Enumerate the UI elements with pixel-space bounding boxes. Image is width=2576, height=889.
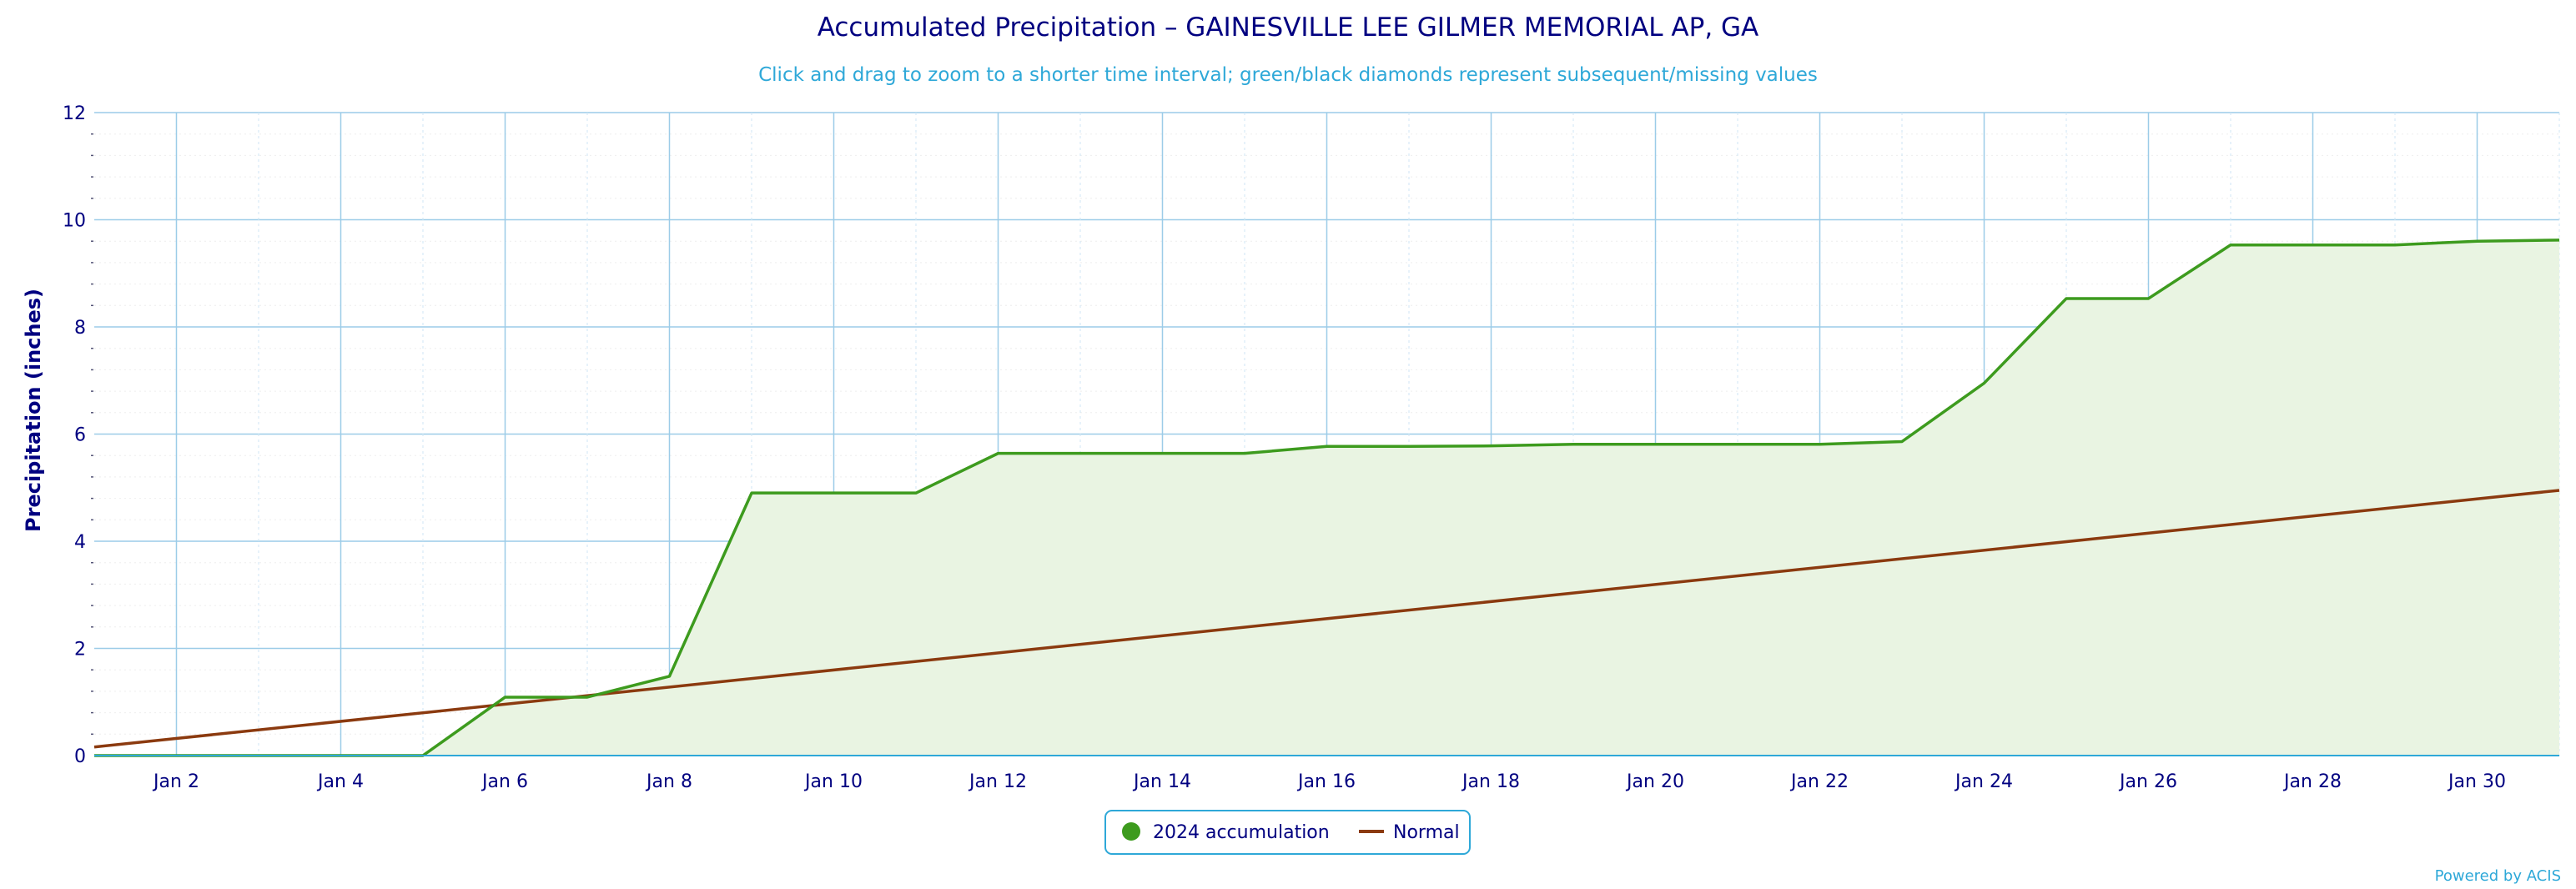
y-tick-label: 8 — [74, 318, 86, 339]
chart-title: Accumulated Precipitation – GAINESVILLE … — [818, 13, 1759, 43]
y-axis-label: Precipitation (inches) — [22, 289, 45, 532]
x-tick-label: Jan 12 — [968, 771, 1027, 792]
y-tick-label: 12 — [63, 103, 86, 124]
legend: 2024 accumulation Normal — [1104, 810, 1471, 855]
x-tick-label: Jan 18 — [1461, 771, 1520, 792]
series-normal-line[interactable] — [93, 489, 2560, 749]
x-tick-label: Jan 2 — [152, 771, 199, 792]
x-tick-label: Jan 28 — [2282, 771, 2342, 792]
series-2024-accumulation-area — [94, 239, 2559, 756]
x-tick-label: Jan 24 — [1954, 771, 2013, 792]
x-tick-label: Jan 26 — [2118, 771, 2177, 792]
x-tick-label: Jan 14 — [1132, 771, 1191, 792]
y-tick-label: 10 — [63, 211, 86, 232]
legend-box — [1104, 810, 1471, 855]
x-tick-label: Jan 22 — [1789, 771, 1849, 792]
x-axis-tick-labels: Jan 2 Jan 4 Jan 6 Jan 8 Jan 10 Jan 12 Jan 14 Ja… — [152, 771, 2506, 792]
y-tick-label: 2 — [74, 640, 86, 660]
x-tick-label: Jan 16 — [1296, 771, 1356, 792]
legend-label-accumulation: 2024 accumulation — [1153, 822, 1330, 843]
x-tick-label: Jan 20 — [1625, 771, 1684, 792]
legend-item-accumulation[interactable]: 2024 accumulation — [1122, 822, 1330, 843]
y-tick-label: 6 — [74, 425, 86, 446]
legend-marker-accumulation — [1122, 822, 1140, 841]
x-tick-label: Jan 6 — [480, 771, 528, 792]
y-axis-tick-labels: 0 2 4 6 8 10 12 — [63, 103, 86, 767]
legend-item-normal[interactable]: Normal — [1359, 822, 1460, 843]
x-tick-label: Jan 10 — [803, 771, 863, 792]
x-tick-label: Jan 30 — [2447, 771, 2506, 792]
legend-label-normal: Normal — [1393, 822, 1460, 843]
y-tick-label: 0 — [74, 746, 86, 767]
x-tick-label: Jan 4 — [316, 771, 364, 792]
credits-link[interactable]: Powered by ACIS — [2435, 867, 2561, 885]
x-tick-label: Jan 8 — [645, 771, 692, 792]
series-2024-accumulation-line[interactable] — [94, 239, 2560, 757]
chart-subtitle: Click and drag to zoom to a shorter time… — [758, 64, 1818, 86]
y-tick-label: 4 — [74, 532, 86, 553]
series-layer — [93, 239, 2560, 757]
